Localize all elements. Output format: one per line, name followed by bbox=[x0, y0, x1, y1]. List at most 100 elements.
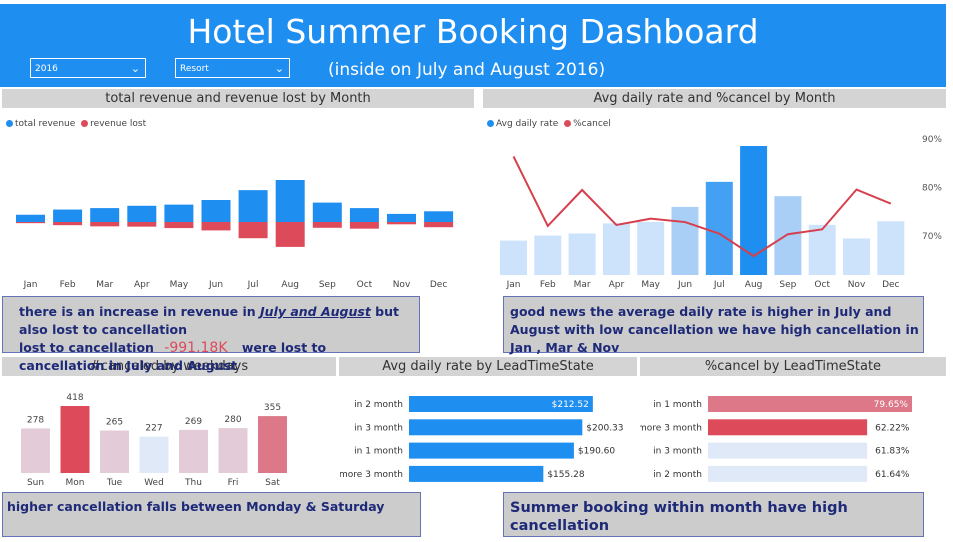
revenue-lost-bar-aug bbox=[275, 222, 305, 247]
adr-bar-jan bbox=[500, 240, 527, 275]
year-select[interactable]: 2016 ⌄ bbox=[30, 58, 146, 78]
adr-lead-value-label: $155.28 bbox=[547, 470, 584, 480]
lead-category-label: in 2 month bbox=[653, 470, 702, 480]
adr-bar-aug bbox=[740, 146, 768, 275]
adr-lead-bar-more-3-month bbox=[409, 465, 544, 482]
lead-category-label: in 1 month bbox=[653, 400, 702, 410]
weekday-tick-label: Sat bbox=[265, 478, 280, 488]
revenue-lost-value: -991.18K bbox=[164, 340, 228, 356]
cancel-axis-tick: 80% bbox=[922, 184, 942, 194]
cancel-axis-tick: 70% bbox=[922, 232, 942, 242]
month-tick-label: Apr bbox=[134, 280, 150, 290]
revenue-bar-jul bbox=[238, 190, 268, 222]
adr-note: good news the average daily rate is high… bbox=[503, 296, 924, 355]
cancel-lead-bar-in-2-month bbox=[708, 465, 868, 482]
revenue-note-lost-label: lost to cancellation bbox=[19, 340, 159, 355]
month-tick-label: Jan bbox=[23, 280, 38, 290]
weekday-tick-label: Fri bbox=[228, 478, 239, 488]
revenue-lost-bar-jan bbox=[16, 222, 45, 224]
adr-bar-nov bbox=[843, 238, 870, 275]
revenue-legend: total revenue revenue lost bbox=[6, 119, 146, 129]
revenue-lost-bar-may bbox=[164, 222, 194, 229]
cancel-rate-line bbox=[512, 156, 892, 258]
adr-lead-value-label: $190.60 bbox=[578, 447, 615, 457]
adr-lead-bar-in-3-month bbox=[409, 419, 583, 436]
legend-dot-adr bbox=[487, 120, 494, 127]
weekday-bar-sun bbox=[21, 428, 50, 473]
month-tick-label: Aug bbox=[281, 280, 299, 290]
revenue-bar-jun bbox=[201, 199, 231, 222]
page-subtitle: (inside on July and August 2016) bbox=[328, 60, 606, 80]
legend-dot-revenue-lost bbox=[81, 120, 89, 127]
adr-legend: Avg daily rate %cancel bbox=[487, 119, 611, 129]
adr-lead-chart-title: Avg daily rate by LeadTimeState bbox=[339, 357, 637, 376]
revenue-lost-bar-nov bbox=[387, 222, 416, 225]
weekday-chart-title: #canceled by weekdays bbox=[2, 357, 336, 376]
weekday-value-label: 418 bbox=[66, 393, 83, 403]
cancel-lead-chart-title: %cancel by LeadTimeState bbox=[640, 357, 946, 376]
weekday-value-label: 278 bbox=[27, 415, 44, 425]
hotel-type-select-value: Resort bbox=[180, 64, 209, 74]
lead-note: Summer booking within month have high ca… bbox=[503, 492, 924, 537]
weekday-tick-label: Wed bbox=[144, 478, 164, 488]
cancel-lead-bar-in-1-month bbox=[708, 396, 912, 412]
adr-lead-bar-in-2-month bbox=[409, 396, 593, 412]
lead-category-label: in 3 month bbox=[653, 447, 702, 457]
weekday-bar-wed bbox=[139, 436, 169, 473]
weekday-bar-thu bbox=[179, 429, 208, 473]
revenue-bar-aug bbox=[275, 180, 305, 222]
revenue-lost-bar-sep bbox=[312, 222, 342, 228]
weekday-bar-sat bbox=[258, 416, 287, 473]
month-tick-label: Sep bbox=[779, 280, 796, 290]
revenue-chart-title: total revenue and revenue lost by Month bbox=[2, 89, 474, 108]
adr-bar-apr bbox=[602, 223, 630, 275]
month-tick-label: Jun bbox=[208, 280, 223, 290]
revenue-chart: Jan Feb Mar Apr May Jun Jul Aug Sep Oct Nov Dec bbox=[16, 180, 454, 290]
weekday-tick-label: Thu bbox=[184, 478, 202, 488]
revenue-bar-dec bbox=[424, 211, 454, 222]
adr-lead-bar-in-1-month bbox=[409, 442, 574, 459]
month-tick-label: Sep bbox=[319, 280, 336, 290]
adr-bar-oct bbox=[808, 224, 836, 275]
weekday-value-label: 355 bbox=[264, 403, 281, 413]
adr-bar-jun bbox=[671, 206, 699, 275]
lead-category-label: in 1 month bbox=[354, 447, 403, 457]
weekday-value-label: 227 bbox=[145, 424, 162, 434]
adr-chart: Jan Feb Mar Apr May Jun Jul Aug Sep Oct Nov Dec 90% 8… bbox=[500, 135, 942, 290]
month-tick-label: Feb bbox=[60, 280, 76, 290]
month-tick-label: Jul bbox=[713, 280, 725, 290]
legend-revenue-lost: revenue lost bbox=[90, 119, 147, 129]
cancel-lead-chart: in 1 month 79.65% more 3 month 62.22% in 3 m… bbox=[640, 396, 912, 482]
adr-bar-dec bbox=[877, 221, 905, 275]
legend-dot-cancel bbox=[564, 120, 572, 127]
weekday-bar-fri bbox=[218, 428, 248, 473]
adr-lead-chart: in 2 month $212.52 in 3 month $200.33 in 1 m… bbox=[340, 396, 624, 482]
month-tick-label: Mar bbox=[96, 280, 113, 290]
adr-chart-title: Avg daily rate and %cancel by Month bbox=[483, 89, 946, 108]
legend-dot-total-revenue bbox=[6, 120, 13, 127]
weekday-value-label: 265 bbox=[106, 418, 123, 428]
revenue-bar-oct bbox=[349, 208, 379, 222]
hotel-type-select[interactable]: Resort ⌄ bbox=[175, 58, 290, 78]
cancel-lead-value-label: 61.64% bbox=[875, 470, 910, 480]
weekday-bar-mon bbox=[60, 406, 90, 473]
revenue-bar-sep bbox=[312, 202, 342, 222]
weekday-bar-tue bbox=[100, 430, 129, 473]
weekday-tick-label: Tue bbox=[106, 478, 123, 488]
weekday-chart: 278 Sun 418 Mon 265 Tue 227 Wed 269 Thu 280 Fri 355 S… bbox=[21, 393, 287, 488]
month-tick-label: Jan bbox=[506, 280, 521, 290]
revenue-lost-bar-apr bbox=[127, 222, 157, 227]
month-tick-label: Aug bbox=[745, 280, 763, 290]
chevron-down-icon: ⌄ bbox=[274, 62, 284, 75]
revenue-lost-bar-mar bbox=[90, 222, 120, 227]
weekday-value-label: 280 bbox=[224, 415, 241, 425]
chevron-down-icon: ⌄ bbox=[130, 62, 140, 75]
revenue-lost-bar-oct bbox=[349, 222, 379, 229]
lead-category-label: in 2 month bbox=[354, 400, 403, 410]
month-tick-label: Nov bbox=[848, 280, 866, 290]
cancel-lead-bar-more-3-month bbox=[708, 419, 868, 436]
revenue-note: there is an increase in revenue in July … bbox=[2, 296, 420, 373]
month-tick-label: Jun bbox=[677, 280, 692, 290]
weekday-tick-label: Sun bbox=[27, 478, 44, 488]
month-tick-label: Feb bbox=[540, 280, 556, 290]
